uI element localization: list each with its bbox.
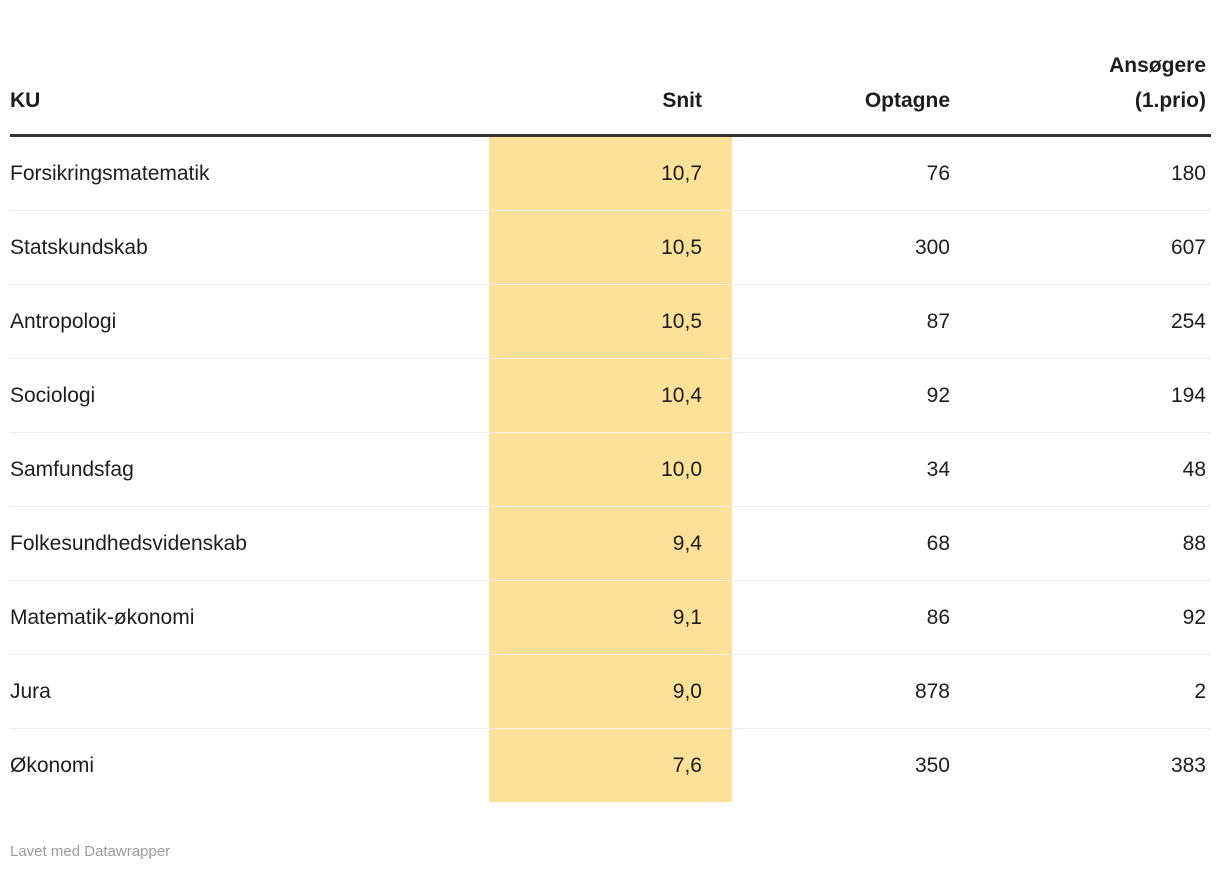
column-header-optagne: Optagne	[732, 0, 980, 137]
cell-optagne: 350	[914, 753, 950, 777]
cell-optagne: 87	[732, 284, 980, 359]
cell-ansogere: 180	[980, 135, 1211, 211]
cell-snit: 10,4	[489, 358, 732, 433]
table-row: Matematik-økonomi 9,1 86 92	[10, 580, 1211, 655]
table-row: Folkesundhedsvidenskab 9,4 68 88	[10, 506, 1211, 581]
table-row: Forsikringsmatematik 10,7 76 180	[10, 135, 1211, 211]
cell-ansogere: 2	[980, 654, 1211, 729]
cell-optagne: 86	[732, 580, 980, 655]
column-header-ansogere-line2: (1.prio)	[1134, 89, 1206, 112]
cell-ansogere: 607	[980, 210, 1211, 285]
cell-snit: 10,0	[489, 432, 732, 507]
attribution: Lavet med Datawrapper	[10, 842, 1220, 862]
column-header-ansogere-line1: Ansøgere	[1109, 54, 1206, 77]
cell-snit: 10,7	[489, 135, 732, 211]
cell-program: Matematik-økonomi	[10, 580, 489, 655]
cell-program: Statskundskab	[10, 210, 489, 285]
cell-optagne: 76	[732, 135, 980, 211]
cell-program: Jura	[10, 654, 489, 729]
cell-ansogere: 92	[980, 580, 1211, 655]
cell-snit: 9,4	[489, 506, 732, 581]
table-row: Jura 9,0 878 2	[10, 654, 1211, 729]
cell-program: Økonomi	[10, 753, 95, 777]
cell-program: Folkesundhedsvidenskab	[10, 506, 489, 581]
cell-program: Samfundsfag	[10, 432, 489, 507]
admissions-table: KU Snit Optagne Ansøgere (1.prio) Forsik…	[10, 0, 1211, 802]
cell-ansogere: 383	[1170, 753, 1206, 777]
table-row: Sociologi 10,4 92 194	[10, 358, 1211, 433]
cell-ansogere: 254	[980, 284, 1211, 359]
cell-snit: 9,1	[489, 580, 732, 655]
cell-snit: 9,0	[489, 654, 732, 729]
column-header-ku: KU	[10, 0, 489, 137]
cell-program: Antropologi	[10, 284, 489, 359]
column-header-ansogere: Ansøgere (1.prio)	[980, 0, 1211, 137]
column-header-snit: Snit	[489, 0, 732, 137]
cell-program: Sociologi	[10, 358, 489, 433]
table-row: Økonomi 7,6 350 383	[10, 728, 1211, 802]
cell-ansogere: 48	[980, 432, 1211, 507]
cell-ansogere: 194	[980, 358, 1211, 433]
cell-optagne: 300	[732, 210, 980, 285]
table-body: Forsikringsmatematik 10,7 76 180 Statsku…	[10, 135, 1211, 802]
cell-snit: 7,6	[489, 728, 732, 802]
cell-optagne: 878	[732, 654, 980, 729]
cell-program: Forsikringsmatematik	[10, 135, 489, 211]
table-row: Samfundsfag 10,0 34 48	[10, 432, 1211, 507]
table-row: Antropologi 10,5 87 254	[10, 284, 1211, 359]
cell-snit: 10,5	[489, 210, 732, 285]
header-row: KU Snit Optagne Ansøgere (1.prio)	[10, 0, 1211, 137]
table-header: KU Snit Optagne Ansøgere (1.prio)	[10, 0, 1211, 137]
table-row: Statskundskab 10,5 300 607	[10, 210, 1211, 285]
datawrapper-attribution-link[interactable]: Lavet med Datawrapper	[10, 843, 171, 860]
cell-optagne: 92	[732, 358, 980, 433]
cell-ansogere: 88	[980, 506, 1211, 581]
cell-optagne: 68	[732, 506, 980, 581]
cell-optagne: 34	[732, 432, 980, 507]
cell-snit: 10,5	[489, 284, 732, 359]
